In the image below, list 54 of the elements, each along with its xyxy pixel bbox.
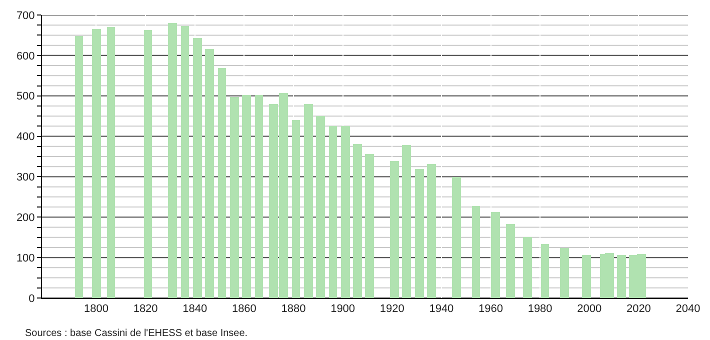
x-tick-label: 1960 [478,303,503,316]
y-tick-label: 400 [16,131,35,144]
bar [329,126,337,298]
bar [491,212,500,298]
x-tick-label: 1920 [380,303,404,316]
bar [255,95,263,298]
x-tick-label: 2000 [577,303,602,316]
bar [582,255,591,298]
bar [353,144,362,298]
y-tick-label: 700 [16,10,35,22]
bar [292,120,300,298]
y-tick-label: 200 [16,212,35,224]
bar [541,244,549,298]
bar [402,145,411,298]
bar [193,38,202,298]
bar [560,248,569,298]
y-tick-label: 0 [28,292,35,305]
bar [506,224,515,298]
y-tick-label: 600 [16,50,35,62]
bar [452,177,461,298]
x-tick-label: 1900 [330,303,356,316]
bar [230,97,239,298]
bar [205,49,214,298]
bar [316,116,325,298]
y-tick-label: 500 [16,90,35,103]
bar [341,126,350,298]
bar [242,95,251,298]
x-tick-label: 2040 [676,303,700,316]
x-tick-label: 1980 [528,303,552,316]
bar [75,36,83,298]
bar [415,169,424,298]
bar [472,206,480,298]
y-tick-label: 100 [16,252,35,264]
y-tick-label: 300 [16,172,35,184]
x-tick-label: 1880 [281,303,306,316]
bar [427,164,436,298]
bar [107,27,115,298]
bar [92,29,101,298]
bar [617,255,626,298]
x-tick-label: 2020 [626,303,651,316]
x-tick-label: 1820 [133,303,158,316]
x-tick-label: 1800 [84,303,108,316]
bar [181,26,189,298]
bar [304,104,313,298]
source-note: Sources : base Cassini de l'EHESS et base Insee. [25,328,248,339]
x-tick-label: 1940 [429,303,454,316]
bar [390,161,399,298]
x-tick-label: 1840 [182,303,208,316]
bar [365,154,374,298]
x-tick-label: 1860 [232,303,256,316]
bar [218,68,226,298]
bar [144,30,152,298]
bar [523,237,532,298]
bar [168,23,177,298]
